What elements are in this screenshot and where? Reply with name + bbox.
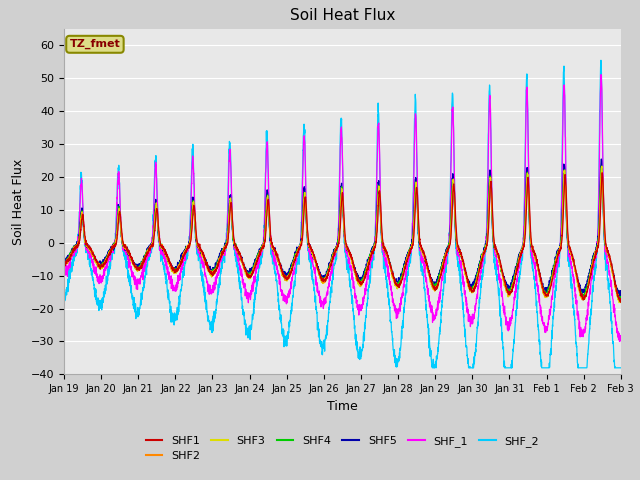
SHF3 (157, 243, 164, 249)
SHF4 (546, 284, 554, 289)
SHF_2 (546, 351, 554, 357)
SHF5 (598, 156, 605, 162)
SHF4 (157, 240, 164, 246)
SHF5 (124, 246, 131, 252)
SHF_2 (274, 288, 282, 293)
SHF_1 (157, 246, 164, 252)
SHF3 (617, 299, 625, 305)
SHF4 (274, 255, 282, 261)
SHF2 (298, 238, 305, 243)
Line: SHF3: SHF3 (64, 166, 621, 303)
SHF5 (157, 243, 164, 249)
SHF2 (124, 248, 131, 253)
SHF2 (157, 242, 164, 248)
SHF2 (617, 298, 625, 303)
SHF3 (598, 163, 605, 169)
Line: SHF_1: SHF_1 (64, 74, 621, 341)
SHF_1 (124, 256, 131, 262)
SHF1 (60, 262, 68, 268)
X-axis label: Time: Time (327, 400, 358, 413)
SHF3 (124, 248, 131, 254)
Line: SHF5: SHF5 (64, 159, 621, 297)
SHF5 (617, 292, 625, 298)
SHF1 (157, 243, 164, 249)
SHF4 (124, 249, 131, 254)
SHF1 (124, 246, 131, 252)
Text: TZ_fmet: TZ_fmet (70, 39, 120, 49)
SHF1 (617, 300, 625, 305)
SHF5 (546, 281, 554, 287)
Title: Soil Heat Flux: Soil Heat Flux (290, 9, 395, 24)
Legend: SHF1, SHF2, SHF3, SHF4, SHF5, SHF_1, SHF_2: SHF1, SHF2, SHF3, SHF4, SHF5, SHF_1, SHF… (141, 431, 544, 466)
SHF2 (617, 298, 625, 304)
SHF_1 (274, 271, 282, 276)
SHF4 (616, 298, 624, 303)
SHF3 (298, 237, 305, 243)
SHF4 (298, 235, 305, 240)
SHF2 (546, 286, 554, 291)
SHF_2 (60, 288, 68, 294)
SHF2 (274, 255, 282, 261)
SHF5 (298, 231, 305, 237)
SHF5 (616, 294, 624, 300)
SHF5 (274, 257, 282, 263)
SHF2 (606, 256, 614, 262)
SHF2 (598, 169, 605, 175)
SHF_1 (298, 221, 305, 227)
SHF1 (606, 256, 614, 262)
SHF_1 (617, 335, 625, 340)
SHF4 (60, 259, 68, 265)
SHF_1 (597, 72, 605, 77)
Line: SHF1: SHF1 (64, 173, 621, 302)
SHF5 (60, 261, 68, 267)
SHF3 (274, 254, 282, 260)
SHF3 (546, 287, 554, 293)
SHF_2 (124, 263, 131, 268)
SHF3 (606, 259, 614, 264)
SHF1 (598, 170, 606, 176)
SHF3 (615, 300, 623, 306)
SHF_2 (157, 252, 164, 258)
SHF_2 (298, 213, 305, 219)
Line: SHF2: SHF2 (64, 172, 621, 301)
SHF3 (60, 262, 68, 267)
SHF_2 (597, 58, 605, 63)
SHF_2 (617, 365, 625, 371)
Y-axis label: Soil Heat Flux: Soil Heat Flux (12, 158, 25, 245)
SHF1 (546, 287, 554, 292)
SHF1 (298, 241, 305, 247)
SHF_2 (606, 299, 614, 305)
SHF4 (617, 296, 625, 302)
SHF4 (598, 163, 605, 169)
SHF_1 (616, 338, 623, 344)
Line: SHF4: SHF4 (64, 166, 621, 300)
SHF5 (606, 257, 614, 263)
SHF_2 (429, 365, 437, 371)
SHF4 (606, 258, 614, 264)
SHF_1 (546, 312, 554, 318)
SHF_1 (606, 274, 614, 279)
SHF2 (60, 261, 68, 267)
SHF_1 (60, 270, 68, 276)
SHF1 (274, 252, 282, 258)
Line: SHF_2: SHF_2 (64, 60, 621, 368)
